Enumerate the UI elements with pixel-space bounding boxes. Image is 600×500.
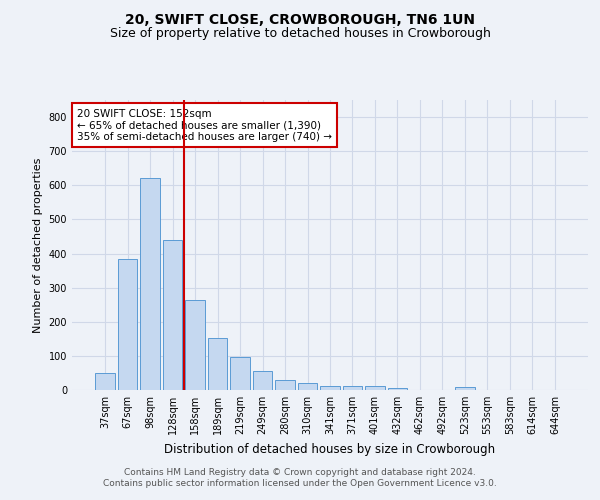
X-axis label: Distribution of detached houses by size in Crowborough: Distribution of detached houses by size … <box>164 442 496 456</box>
Bar <box>163 240 182 390</box>
Y-axis label: Number of detached properties: Number of detached properties <box>33 158 43 332</box>
Bar <box>365 386 385 390</box>
Text: 20 SWIFT CLOSE: 152sqm
← 65% of detached houses are smaller (1,390)
35% of semi-: 20 SWIFT CLOSE: 152sqm ← 65% of detached… <box>77 108 332 142</box>
Text: Size of property relative to detached houses in Crowborough: Size of property relative to detached ho… <box>110 28 490 40</box>
Bar <box>320 386 340 390</box>
Text: 20, SWIFT CLOSE, CROWBOROUGH, TN6 1UN: 20, SWIFT CLOSE, CROWBOROUGH, TN6 1UN <box>125 12 475 26</box>
Bar <box>185 300 205 390</box>
Bar <box>140 178 160 390</box>
Bar <box>298 383 317 390</box>
Bar <box>275 380 295 390</box>
Bar <box>343 386 362 390</box>
Bar <box>118 258 137 390</box>
Bar <box>253 371 272 390</box>
Bar <box>388 388 407 390</box>
Bar <box>208 338 227 390</box>
Bar <box>230 356 250 390</box>
Bar <box>455 388 475 390</box>
Text: Contains HM Land Registry data © Crown copyright and database right 2024.
Contai: Contains HM Land Registry data © Crown c… <box>103 468 497 487</box>
Bar <box>95 373 115 390</box>
